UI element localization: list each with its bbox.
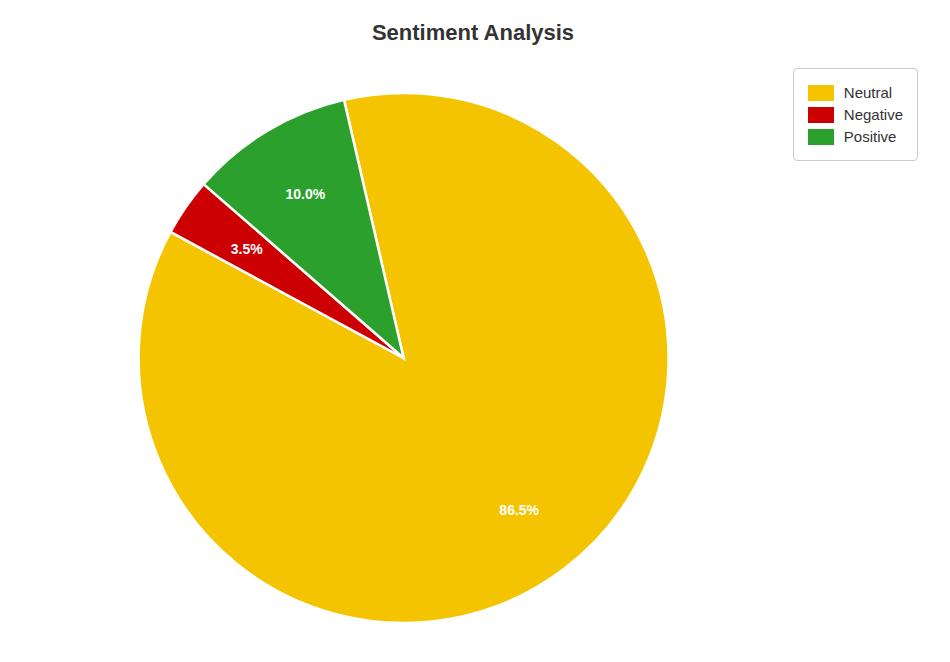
html-text:Positive: Positive <box>843 128 897 145</box>
html-text:Neutral: Neutral <box>843 84 893 101</box>
html-text:Negative: Negative <box>843 106 903 123</box>
svg-text:10.0%: 10.0% <box>285 186 325 202</box>
html-text:Sentiment Analysis: Sentiment Analysis <box>371 20 575 45</box>
svg-text:3.5%: 3.5% <box>231 241 263 257</box>
svg-text:86.5%: 86.5% <box>499 502 539 518</box>
